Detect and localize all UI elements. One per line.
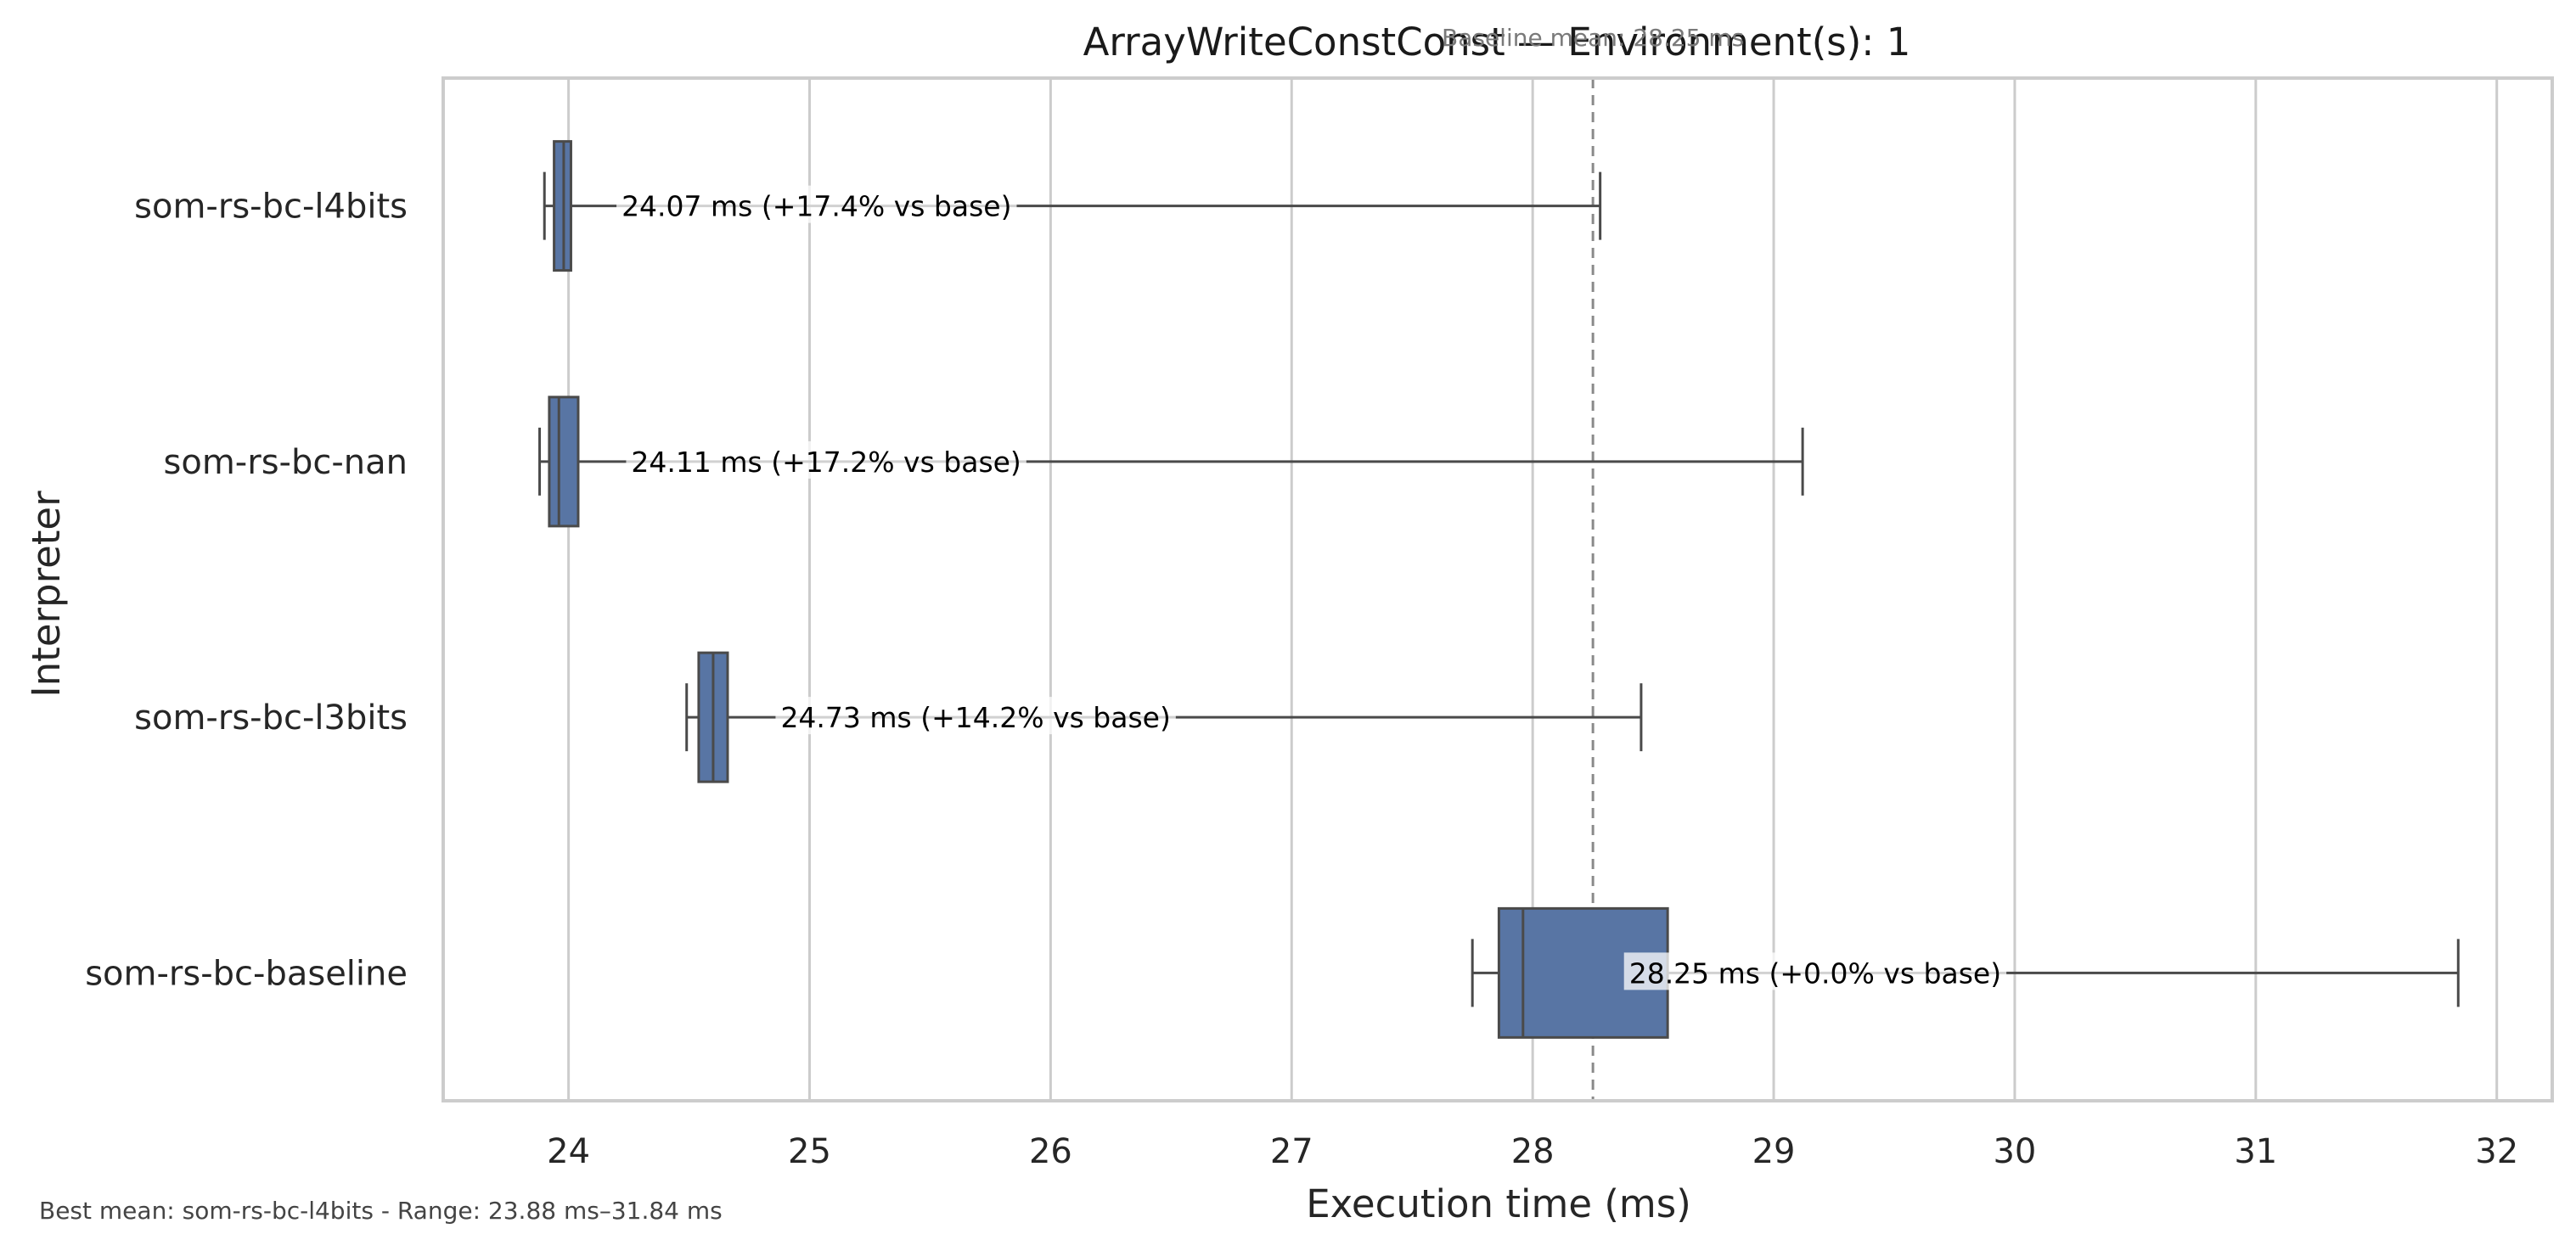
x-tick-label: 30 (1993, 1132, 2036, 1171)
annotation-som-rs-bc-baseline: 28.25 ms (+0.0% vs base) (1629, 956, 2001, 990)
annotation-background (626, 440, 1026, 479)
y-axis-title: Interpreter (24, 491, 69, 698)
category-label: som-rs-bc-l4bits (134, 188, 408, 227)
x-tick-label: 31 (2234, 1132, 2277, 1171)
annotation-background (775, 697, 1176, 735)
x-tick-label: 27 (1270, 1132, 1313, 1171)
y-category-labels: som-rs-bc-l4bits som-rs-bc-nan som-rs-bc-l… (85, 188, 408, 994)
chart-title: ArrayWriteConstConst — Environment(s): 1 (1083, 20, 1911, 65)
annotation-som-rs-bc-l3bits: 24.73 ms (+14.2% vs base) (780, 701, 1170, 734)
footer-note: Best mean: som-rs-bc-l4bits - Range: 23.… (39, 1197, 723, 1225)
x-tick-label: 26 (1029, 1132, 1072, 1171)
x-tick-label: 25 (788, 1132, 831, 1171)
x-tick-label: 28 (1511, 1132, 1555, 1171)
annotation-background (616, 185, 1017, 223)
x-tick-label: 24 (547, 1132, 590, 1171)
x-tick-label: 32 (2475, 1132, 2518, 1171)
annotation-background (1623, 952, 2007, 990)
iqr-box (548, 395, 580, 528)
x-tick-label: 29 (1752, 1132, 1796, 1171)
annotation-som-rs-bc-l4bits: 24.07 ms (+17.4% vs base) (622, 190, 1011, 223)
plot-frame (442, 76, 2554, 1102)
category-label: som-rs-bc-nan (164, 443, 408, 482)
category-label: som-rs-bc-baseline (85, 954, 408, 993)
x-tick-labels: 24 25 26 27 28 29 30 31 32 (547, 1132, 2518, 1171)
baseline-label: Baseline mean: 28.25 ms (1442, 24, 1744, 52)
annotations: 24.07 ms (+17.4% vs base) 24.11 ms (+17.2… (616, 185, 2007, 990)
x-axis-title: Execution time (ms) (1306, 1181, 1691, 1226)
box-som-rs-bc-nan (538, 395, 1804, 528)
annotation-som-rs-bc-nan: 24.11 ms (+17.2% vs base) (631, 446, 1021, 479)
category-label: som-rs-bc-l3bits (134, 698, 408, 738)
